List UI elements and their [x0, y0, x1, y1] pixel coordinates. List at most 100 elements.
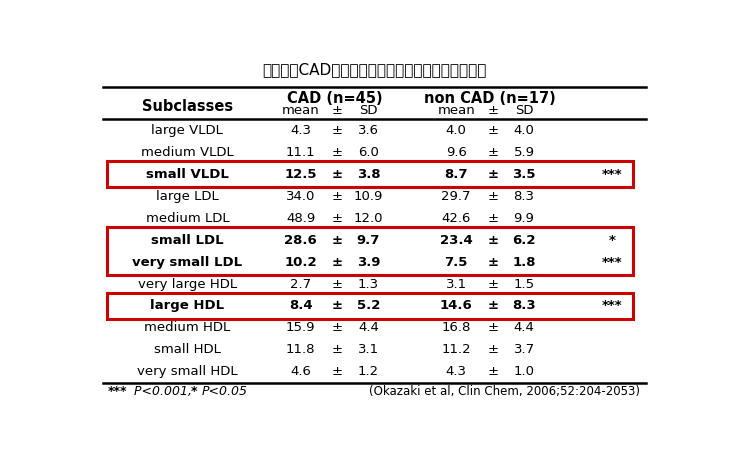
- Text: *: *: [191, 385, 197, 398]
- Text: 3.7: 3.7: [513, 343, 534, 356]
- Text: large VLDL: large VLDL: [152, 124, 223, 137]
- Text: ±: ±: [332, 322, 343, 334]
- Text: ±: ±: [488, 343, 499, 356]
- Text: medium LDL: medium LDL: [145, 212, 229, 225]
- Text: 4.0: 4.0: [514, 124, 534, 137]
- Text: 3.6: 3.6: [358, 124, 379, 137]
- Text: non CAD (n=17): non CAD (n=17): [424, 91, 556, 106]
- Text: ±: ±: [488, 168, 499, 181]
- Text: 心疾患（CAD）の有無による脂質プロファイル比較: 心疾患（CAD）の有無による脂質プロファイル比較: [262, 62, 486, 77]
- Text: ***: ***: [602, 299, 622, 312]
- Text: large HDL: large HDL: [150, 299, 225, 312]
- Text: 11.8: 11.8: [286, 343, 315, 356]
- Text: ±: ±: [332, 255, 343, 268]
- Text: small HDL: small HDL: [154, 343, 221, 356]
- Text: 5.9: 5.9: [513, 146, 534, 159]
- Text: SD: SD: [359, 104, 377, 117]
- Text: 3.8: 3.8: [357, 168, 380, 181]
- Text: 2.7: 2.7: [290, 278, 311, 291]
- Text: *: *: [608, 234, 615, 247]
- Text: 3.1: 3.1: [445, 278, 466, 291]
- Text: 8.3: 8.3: [513, 190, 534, 203]
- Text: 6.2: 6.2: [512, 234, 536, 247]
- Text: ±: ±: [488, 146, 499, 159]
- Text: 1.3: 1.3: [358, 278, 379, 291]
- Text: ±: ±: [488, 278, 499, 291]
- Text: 5.2: 5.2: [357, 299, 380, 312]
- Text: SD: SD: [515, 104, 534, 117]
- Text: 10.2: 10.2: [284, 255, 317, 268]
- Text: 9.7: 9.7: [357, 234, 380, 247]
- Text: 11.2: 11.2: [442, 343, 471, 356]
- Text: 12.0: 12.0: [354, 212, 383, 225]
- Text: 4.0: 4.0: [446, 124, 466, 137]
- Text: ±: ±: [332, 124, 343, 137]
- Text: 15.9: 15.9: [286, 322, 315, 334]
- Text: 4.6: 4.6: [290, 365, 311, 378]
- Text: Subclasses: Subclasses: [142, 99, 233, 114]
- Text: very large HDL: very large HDL: [138, 278, 237, 291]
- Text: ±: ±: [332, 278, 343, 291]
- Text: ±: ±: [488, 322, 499, 334]
- Text: ±: ±: [488, 104, 499, 117]
- Text: 23.4: 23.4: [439, 234, 472, 247]
- Text: 12.5: 12.5: [284, 168, 317, 181]
- Text: ±: ±: [332, 299, 343, 312]
- Text: ***: ***: [108, 385, 128, 398]
- Text: 4.3: 4.3: [445, 365, 466, 378]
- Text: 11.1: 11.1: [285, 146, 315, 159]
- Text: ±: ±: [332, 190, 343, 203]
- Text: small VLDL: small VLDL: [146, 168, 229, 181]
- Text: ±: ±: [332, 343, 343, 356]
- Text: 3.1: 3.1: [358, 343, 379, 356]
- Text: mean: mean: [282, 104, 320, 117]
- Text: 28.6: 28.6: [284, 234, 317, 247]
- Text: 42.6: 42.6: [442, 212, 471, 225]
- Text: 3.9: 3.9: [357, 255, 380, 268]
- Text: ±: ±: [488, 234, 499, 247]
- Text: 4.3: 4.3: [290, 124, 311, 137]
- Text: ±: ±: [488, 190, 499, 203]
- Text: 16.8: 16.8: [442, 322, 471, 334]
- Text: 6.0: 6.0: [358, 146, 379, 159]
- Text: 3.5: 3.5: [512, 168, 536, 181]
- Text: 1.0: 1.0: [513, 365, 534, 378]
- Text: P<0.001,: P<0.001,: [134, 385, 196, 398]
- Text: very small LDL: very small LDL: [132, 255, 242, 268]
- Text: 9.9: 9.9: [514, 212, 534, 225]
- Text: ±: ±: [332, 104, 343, 117]
- Text: ±: ±: [332, 365, 343, 378]
- Text: ±: ±: [488, 212, 499, 225]
- Text: 4.4: 4.4: [358, 322, 379, 334]
- Text: 9.6: 9.6: [446, 146, 466, 159]
- Text: ***: ***: [602, 168, 622, 181]
- Text: very small HDL: very small HDL: [137, 365, 238, 378]
- Text: 1.2: 1.2: [358, 365, 379, 378]
- Text: small LDL: small LDL: [151, 234, 223, 247]
- Text: large LDL: large LDL: [156, 190, 219, 203]
- Text: 10.9: 10.9: [354, 190, 383, 203]
- Text: ±: ±: [332, 168, 343, 181]
- Text: 29.7: 29.7: [442, 190, 471, 203]
- Text: ±: ±: [488, 255, 499, 268]
- Text: ±: ±: [332, 234, 343, 247]
- Text: 4.4: 4.4: [514, 322, 534, 334]
- Text: P<0.05: P<0.05: [201, 385, 247, 398]
- Text: 8.4: 8.4: [289, 299, 312, 312]
- Text: 1.5: 1.5: [513, 278, 534, 291]
- Text: mean: mean: [437, 104, 475, 117]
- Text: ±: ±: [332, 212, 343, 225]
- Text: 48.9: 48.9: [286, 212, 315, 225]
- Text: medium HDL: medium HDL: [145, 322, 231, 334]
- Text: ±: ±: [488, 365, 499, 378]
- Text: 14.6: 14.6: [439, 299, 472, 312]
- Text: 8.7: 8.7: [445, 168, 468, 181]
- Text: 1.8: 1.8: [512, 255, 536, 268]
- Text: 8.3: 8.3: [512, 299, 536, 312]
- Text: CAD (n=45): CAD (n=45): [287, 91, 383, 106]
- Text: ±: ±: [488, 299, 499, 312]
- Text: 7.5: 7.5: [445, 255, 468, 268]
- Text: ***: ***: [602, 255, 622, 268]
- Text: (Okazaki et al, Clin Chem, 2006;52:204-2053): (Okazaki et al, Clin Chem, 2006;52:204-2…: [369, 385, 640, 398]
- Text: ±: ±: [488, 124, 499, 137]
